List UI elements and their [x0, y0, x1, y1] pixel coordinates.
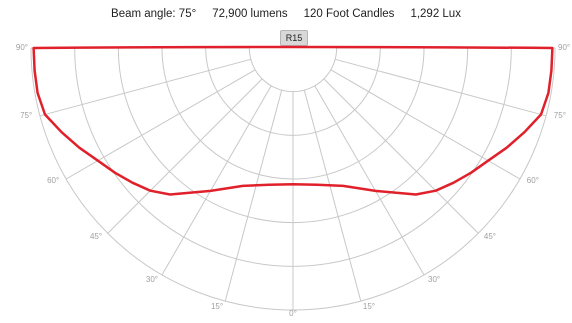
photometric-summary: Beam angle: 75° 72,900 lumens 120 Foot Can… [0, 8, 572, 20]
lux-text: 1,292 Lux [410, 8, 461, 20]
angle-tick-label: 90° [16, 43, 28, 52]
candela-curve-0 [32, 45, 554, 196]
grid-spoke-m45 [107, 78, 263, 234]
angle-tick-label: 45° [90, 232, 102, 241]
foot-candles-text: 120 Foot Candles [303, 8, 395, 20]
lumens-text: 72,900 lumens [212, 8, 288, 20]
grid-spoke-15 [303, 90, 362, 302]
angle-tick-label: 90° [558, 43, 570, 52]
angle-tick-label: 0° [289, 309, 297, 318]
angle-tick-label: 60° [47, 176, 59, 185]
grid-spoke-m15 [224, 90, 283, 302]
grid-spoke-m75 [39, 58, 251, 117]
grid-spoke-m30 [161, 85, 272, 276]
grid-spoke-30 [314, 85, 425, 276]
beam-angle-text: Beam angle: 75° [111, 8, 197, 20]
grid-spoke-45 [323, 78, 479, 234]
angle-tick-label: 45° [484, 232, 496, 241]
angle-tick-label: 30° [428, 275, 440, 284]
grid-spoke-75 [335, 58, 547, 117]
grid-ring-1 [248, 47, 338, 93]
angle-tick-label: 75° [20, 111, 32, 120]
angle-tick-label: 15° [363, 302, 375, 311]
angle-tick-label: 15° [211, 302, 223, 311]
lamp-model-badge: R15 [280, 30, 308, 46]
angle-tick-label: 30° [146, 275, 158, 284]
angle-tick-label: 75° [554, 111, 566, 120]
angle-tick-label: 60° [527, 176, 539, 185]
